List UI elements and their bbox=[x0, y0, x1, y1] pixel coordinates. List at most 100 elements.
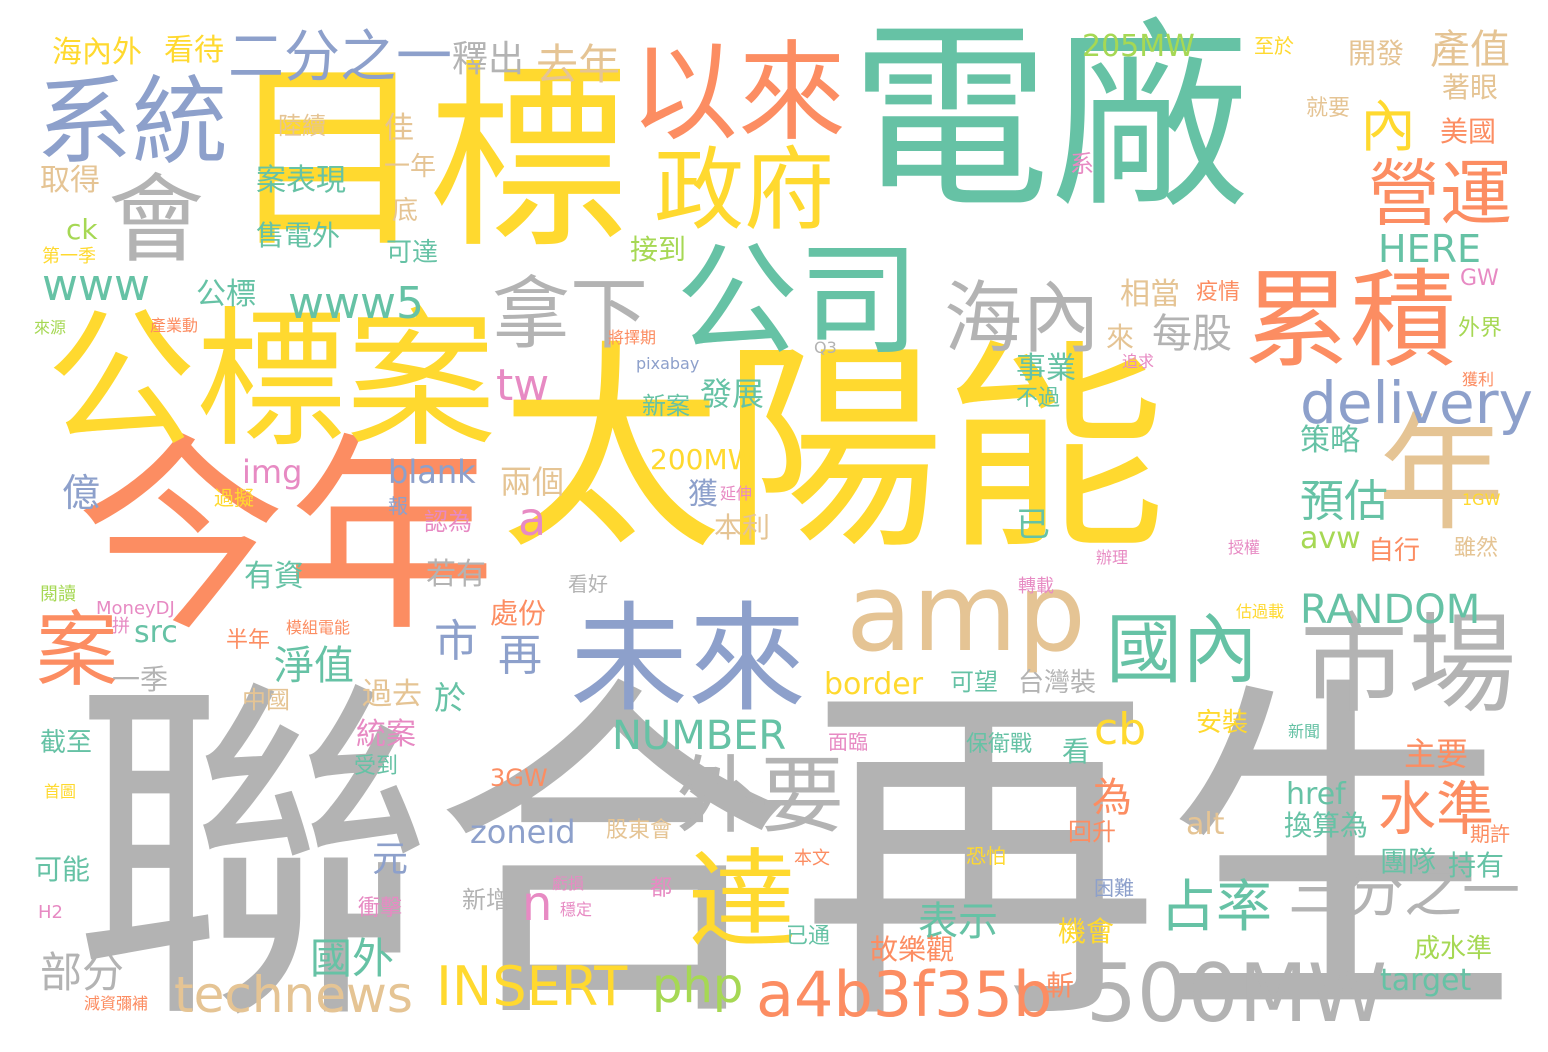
word-預估: 預估 bbox=[1300, 476, 1388, 527]
word-故樂觀: 故樂觀 bbox=[870, 933, 955, 966]
word-ck: ck bbox=[66, 213, 98, 246]
word-辦理: 辦理 bbox=[1096, 548, 1129, 567]
word-拿下: 拿下 bbox=[492, 270, 649, 360]
word-img: img bbox=[242, 453, 303, 491]
word-來源: 來源 bbox=[34, 318, 67, 337]
word-元: 元 bbox=[372, 839, 409, 880]
word-三分之一: 三分之一 bbox=[1288, 857, 1521, 925]
word-截至: 截至 bbox=[40, 728, 93, 758]
word-穩定: 穩定 bbox=[560, 900, 593, 919]
word-公標: 公標 bbox=[196, 277, 256, 312]
word-再生: 再生 bbox=[800, 648, 1520, 1052]
word-內: 內 bbox=[1360, 95, 1416, 160]
word-虧損: 虧損 bbox=[552, 874, 585, 893]
word-減資彌補: 減資彌補 bbox=[84, 994, 149, 1013]
word-以來: 以來 bbox=[630, 31, 847, 156]
word-市: 市 bbox=[434, 616, 478, 667]
word-股東會: 股東會 bbox=[606, 818, 673, 843]
word-會: 會 bbox=[108, 164, 204, 276]
word-GW: GW bbox=[1460, 266, 1499, 291]
word-Q3: Q3 bbox=[814, 338, 837, 357]
word-聯合: 聯合 bbox=[72, 648, 792, 1052]
word-INSERT: INSERT bbox=[436, 955, 628, 1018]
word-達: 達 bbox=[688, 839, 797, 964]
word-HERE: HERE bbox=[1378, 227, 1481, 271]
word-恐怕: 恐怕 bbox=[966, 844, 1006, 868]
word-再: 再 bbox=[498, 630, 542, 681]
word-二分之一: 二分之一 bbox=[228, 25, 452, 90]
word-授權: 授權 bbox=[1228, 538, 1261, 557]
word-500MW: 500MW bbox=[1086, 947, 1387, 1040]
word-困難: 困難 bbox=[1094, 876, 1134, 900]
word-本文: 本文 bbox=[794, 848, 830, 869]
word-淨值: 淨值 bbox=[274, 643, 354, 689]
word-來: 來 bbox=[1106, 321, 1135, 354]
word-blank: blank bbox=[388, 453, 476, 491]
word-pixabay: pixabay bbox=[636, 354, 700, 373]
word-營運: 營運 bbox=[1368, 152, 1513, 236]
word-兩個: 兩個 bbox=[500, 463, 565, 501]
word-政府: 政府 bbox=[654, 138, 834, 243]
word-機會: 機會 bbox=[1058, 915, 1115, 948]
word-產值: 產值 bbox=[1430, 27, 1510, 73]
word-自行: 自行 bbox=[1368, 536, 1421, 566]
word-衝擊: 衝擊 bbox=[358, 896, 403, 921]
word-就要: 就要 bbox=[1306, 96, 1351, 121]
word-若有: 若有 bbox=[426, 557, 486, 592]
word-看好: 看好 bbox=[568, 572, 608, 596]
word-佳: 佳 bbox=[384, 111, 414, 146]
word-安裝: 安裝 bbox=[1196, 708, 1249, 738]
word-累積: 累積 bbox=[1244, 259, 1456, 382]
word-一季: 一季 bbox=[112, 663, 169, 696]
word-億: 億 bbox=[62, 471, 101, 515]
word-面臨: 面臨 bbox=[828, 730, 868, 754]
word-年: 年 bbox=[1378, 401, 1504, 548]
word-都: 都 bbox=[650, 876, 673, 901]
word-案: 案 bbox=[36, 603, 119, 698]
word-不過: 不過 bbox=[1016, 386, 1061, 411]
word-H2: H2 bbox=[38, 902, 63, 923]
word-估過載: 估過載 bbox=[1236, 602, 1285, 621]
word-國外: 國外 bbox=[310, 934, 395, 983]
word-太陽能: 太陽能 bbox=[500, 322, 1166, 580]
word-中國: 中國 bbox=[242, 686, 290, 714]
word-border: border bbox=[824, 667, 924, 702]
word-過擬: 過擬 bbox=[214, 486, 254, 510]
word-zoneid: zoneid bbox=[470, 813, 576, 851]
word-期許: 期許 bbox=[1470, 822, 1510, 846]
word-php: php bbox=[652, 958, 744, 1014]
word-電廠: 電廠 bbox=[850, 3, 1251, 236]
word-可能: 可能 bbox=[34, 853, 91, 886]
word-cb: cb bbox=[1094, 704, 1147, 755]
word-1GW: 1GW bbox=[1462, 490, 1501, 509]
word-報: 報 bbox=[388, 494, 408, 518]
word-延伸: 延伸 bbox=[720, 484, 753, 503]
word-發展: 發展 bbox=[700, 375, 765, 413]
word-外要: 外要 bbox=[676, 747, 845, 845]
word-轉載: 轉載 bbox=[1018, 576, 1054, 597]
word-釋出: 釋出 bbox=[452, 39, 525, 80]
word-去年: 去年 bbox=[536, 40, 621, 89]
word-看: 看 bbox=[1062, 735, 1091, 768]
word-未來: 未來 bbox=[570, 590, 807, 728]
word-n: n bbox=[522, 876, 553, 932]
word-獲利: 獲利 bbox=[1462, 370, 1495, 389]
word-系: 系 bbox=[1070, 150, 1094, 178]
word-占率: 占率 bbox=[1160, 875, 1272, 940]
word-MoneyDJ: MoneyDJ bbox=[96, 598, 175, 619]
word-獲: 獲 bbox=[688, 477, 718, 512]
word-www5: www5 bbox=[288, 278, 424, 329]
word-今年: 今年 bbox=[76, 415, 497, 660]
word-一年: 一年 bbox=[384, 152, 437, 182]
word-半年: 半年 bbox=[226, 628, 271, 653]
word-產業動: 產業動 bbox=[150, 316, 199, 335]
word-換算為: 換算為 bbox=[1284, 809, 1369, 842]
word-閱讀: 閱讀 bbox=[40, 584, 76, 605]
word-有資: 有資 bbox=[244, 559, 304, 594]
word-國內: 國內 bbox=[1106, 605, 1258, 694]
word-已: 已 bbox=[1016, 505, 1050, 545]
word-第一季: 第一季 bbox=[42, 246, 96, 267]
word-認為: 認為 bbox=[424, 508, 472, 536]
word-外界: 外界 bbox=[1458, 316, 1503, 341]
word-追求: 追求 bbox=[1122, 352, 1155, 371]
